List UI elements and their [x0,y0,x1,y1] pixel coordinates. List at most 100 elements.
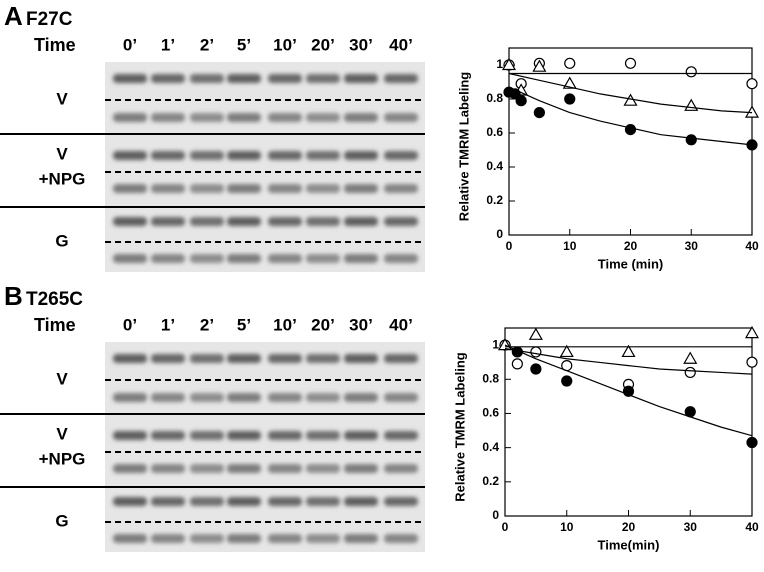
blot-band [268,393,302,402]
data-point [530,346,542,358]
blot-band [384,431,418,440]
row-label: +NPG [39,449,86,468]
blot-band [344,151,378,160]
data-point [561,375,573,387]
data-point [528,327,543,340]
blot-band [113,151,147,160]
blot-band [227,534,261,543]
x-tick-label: 20 [622,520,636,534]
blot-band [151,74,185,83]
time-point: 40’ [389,35,413,54]
data-point [511,358,523,370]
blot-band [344,184,378,193]
blot-band [113,497,147,506]
blot-band [227,113,261,122]
row-label: V [56,369,68,388]
blot-band [268,113,302,122]
blot-band [384,254,418,263]
blot-band [306,354,340,363]
row-label: V [56,144,68,163]
blot-band [190,74,224,83]
x-tick-label: 30 [685,239,699,253]
x-axis-title: Time (min) [598,256,664,271]
blot-band [190,184,224,193]
row-label: +NPG [39,169,86,188]
blot-band [151,431,185,440]
blot-band [113,354,147,363]
y-tick-label: 1 [492,337,499,351]
data-point [562,76,577,89]
blot-band [190,534,224,543]
data-point [564,93,576,105]
blot-band [268,254,302,263]
blot-band [151,184,185,193]
fit-curve [508,72,753,114]
time-point: 0’ [123,315,137,334]
data-point [685,134,697,146]
blot-band [306,431,340,440]
blot-band [306,393,340,402]
blot-band [190,497,224,506]
blot-band [227,151,261,160]
panel-letter: B [4,281,23,311]
time-point: 10’ [273,315,297,334]
blot-band [113,217,147,226]
blot-band [227,497,261,506]
time-point: 1’ [161,315,175,334]
y-tick-label: 0.2 [482,474,499,488]
fit-curve [504,344,753,437]
blot-band [190,354,224,363]
row-label: V [56,89,68,108]
panel-label: F27C [26,9,73,30]
blot-band [227,431,261,440]
time-point: 5’ [237,315,251,334]
blot-band [151,497,185,506]
blot-band [384,464,418,473]
fit-curve [504,347,753,375]
x-tick-label: 40 [745,239,759,253]
time-label: Time [34,35,76,55]
blot-band [344,393,378,402]
y-tick-label: 1 [496,57,503,71]
data-point [564,57,576,69]
blot-band [344,74,378,83]
time-point: 30’ [349,315,373,334]
blot-band [113,254,147,263]
blot-band [227,393,261,402]
blot-band [190,431,224,440]
data-point [559,344,574,358]
blot-band [344,464,378,473]
x-tick-label: 10 [560,520,574,534]
data-point [530,363,542,375]
y-tick-label: 0.4 [482,440,499,454]
blot-band [151,464,185,473]
blot-band [306,254,340,263]
blot-band [113,74,147,83]
x-tick-label: 0 [506,239,513,253]
blot-band [151,113,185,122]
fit-curve [508,86,753,146]
data-point [532,59,547,72]
x-axis-title: Time(min) [598,537,660,552]
blot-band [306,151,340,160]
y-axis-title: Relative TMRM Labeling [452,352,467,502]
row-label: G [55,231,68,250]
data-point [624,57,637,69]
y-axis-title: Relative TMRM Labeling [456,72,471,222]
time-point: 10’ [273,35,297,54]
blot-band [344,217,378,226]
blot-band [190,393,224,402]
blot-band [227,184,261,193]
blot-band [190,464,224,473]
blot-band [344,354,378,363]
blot-band [151,393,185,402]
blot-band [344,431,378,440]
blot-band [384,497,418,506]
y-tick-label: 0.8 [482,371,499,385]
blot-band [384,534,418,543]
data-point [683,351,698,364]
y-tick-label: 0 [496,227,503,241]
blot-band [344,254,378,263]
y-tick-label: 0.8 [486,91,503,105]
